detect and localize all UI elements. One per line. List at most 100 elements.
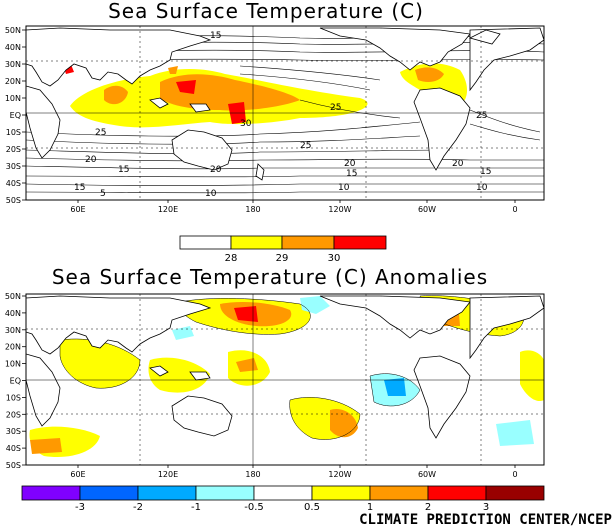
contour-label: 5 [100, 189, 106, 199]
cb-anom-label: 0.5 [304, 502, 320, 513]
lat-label: 10S [6, 128, 21, 137]
lon-label: 120E [158, 205, 178, 214]
top-south-america [413, 87, 471, 171]
anom-pos-indo [148, 357, 210, 393]
bottom-australia [171, 395, 233, 437]
lat-label: 20N [5, 343, 21, 352]
bottom-lat-axis: 50N 40N 30N 20N 10N EQ 10S 20S 30S 40S 50S [5, 292, 26, 470]
cb-above-30 [333, 235, 387, 250]
lat-label: 40S [6, 444, 21, 453]
bottom-map [26, 294, 544, 465]
lat-label: 10N [5, 360, 21, 369]
top-eurasia [26, 27, 212, 87]
cb-anom-label: -0.5 [244, 502, 264, 513]
top-gridlines [26, 26, 544, 200]
contour-label: 15 [74, 183, 85, 193]
lat-label: 10N [5, 94, 21, 103]
contour-label: 10 [205, 189, 217, 199]
cb-anom-label: -3 [75, 502, 85, 513]
lon-label: 0 [512, 470, 517, 479]
anom-pos-np-red [234, 306, 258, 322]
lat-label: 30N [5, 326, 21, 335]
bottom-map-title: Sea Surface Temperature (C) Anomalies [52, 265, 488, 289]
contour-label: 30 [240, 119, 252, 129]
lat-label: 50S [6, 196, 21, 205]
contour-label: 25 [300, 141, 311, 151]
cb-anom-box [369, 485, 429, 501]
contour-label: 20 [344, 159, 356, 169]
lat-label: 50S [6, 461, 21, 470]
anom-neg-ep-strong [384, 378, 406, 396]
cb-anom-label: 3 [483, 502, 489, 513]
anom-pos-indian [60, 338, 140, 389]
contour-label: 25 [476, 111, 487, 121]
anom-neg-wp [172, 326, 194, 340]
lon-label: 120W [328, 205, 351, 214]
cb-anom-label: -2 [133, 502, 143, 513]
contour-label: 25 [95, 128, 106, 138]
lat-label: 40N [5, 309, 21, 318]
top-new-guinea [189, 103, 211, 113]
cb-anom-label: -1 [191, 502, 201, 513]
anom-pos-sp-orange [330, 408, 358, 438]
contour-label: 15 [210, 31, 221, 41]
contour-label: 10 [338, 183, 350, 193]
lat-label: 20N [5, 77, 21, 86]
cb-label: 28 [225, 253, 238, 264]
lat-label: 30N [5, 60, 21, 69]
credit-label: CLIMATE PREDICTION CENTER/NCEP [359, 512, 612, 528]
cb-anom-box [311, 485, 371, 501]
lat-label: EQ [10, 377, 21, 386]
cb-29-30 [281, 235, 335, 250]
lon-label: 0 [512, 205, 517, 214]
lon-label: 60E [70, 470, 85, 479]
lat-label: EQ [10, 111, 21, 120]
top-borneo [149, 97, 169, 109]
lon-label: 60W [418, 205, 436, 214]
bottom-eurasia [26, 295, 212, 355]
lat-label: 30S [6, 427, 21, 436]
contour-label: 15 [118, 165, 129, 175]
top-new-zealand [255, 163, 265, 181]
contour-label: 20 [210, 165, 222, 175]
lat-label: 50N [5, 26, 21, 35]
lon-label: 180 [245, 205, 260, 214]
anom-neg-sa [496, 420, 534, 446]
lat-label: 40S [6, 179, 21, 188]
top-africa [26, 85, 61, 159]
cb-anom-box [79, 485, 139, 501]
top-continents [26, 27, 544, 181]
contour-label: 15 [480, 167, 491, 177]
top-contour-labels: 15 25 30 25 20 15 20 15 10 5 25 20 15 10… [74, 31, 491, 199]
top-europe-africa-west [469, 27, 544, 92]
cb-anom-label: 2 [425, 502, 431, 513]
top-colorbar: 28 29 30 [179, 235, 387, 264]
sst-gt30-fill-2 [176, 80, 196, 94]
bottom-continents [26, 295, 544, 439]
lon-label: 60W [418, 470, 436, 479]
cb-anom-box [253, 485, 313, 501]
top-map-frame [25, 25, 545, 201]
cb-anom-box [427, 485, 487, 501]
cb-label: 29 [276, 253, 289, 264]
lat-label: 20S [6, 145, 21, 154]
contour-label: 20 [85, 155, 97, 165]
lat-label: 40N [5, 43, 21, 52]
top-north-america [319, 27, 471, 71]
bottom-borneo [149, 365, 169, 377]
bottom-colorbar: -3 -2 -1 -0.5 0.5 1 2 3 [21, 485, 545, 513]
top-lon-axis: 60E 120E 180 120W 60W 0 [70, 200, 518, 214]
top-map-title: Sea Surface Temperature (C) [108, 0, 424, 23]
lat-label: 20S [6, 410, 21, 419]
contour-label: 25 [330, 103, 341, 113]
lon-label: 120E [158, 470, 178, 479]
cb-anom-label: 1 [367, 502, 373, 513]
sst-29-30-fill-indian [104, 85, 128, 105]
contour-label: 10 [476, 183, 488, 193]
top-australia [171, 129, 233, 171]
bottom-africa [26, 353, 61, 427]
anom-pos-sa [520, 350, 544, 402]
cb-anom-box [21, 485, 81, 501]
bottom-new-guinea [189, 371, 211, 381]
